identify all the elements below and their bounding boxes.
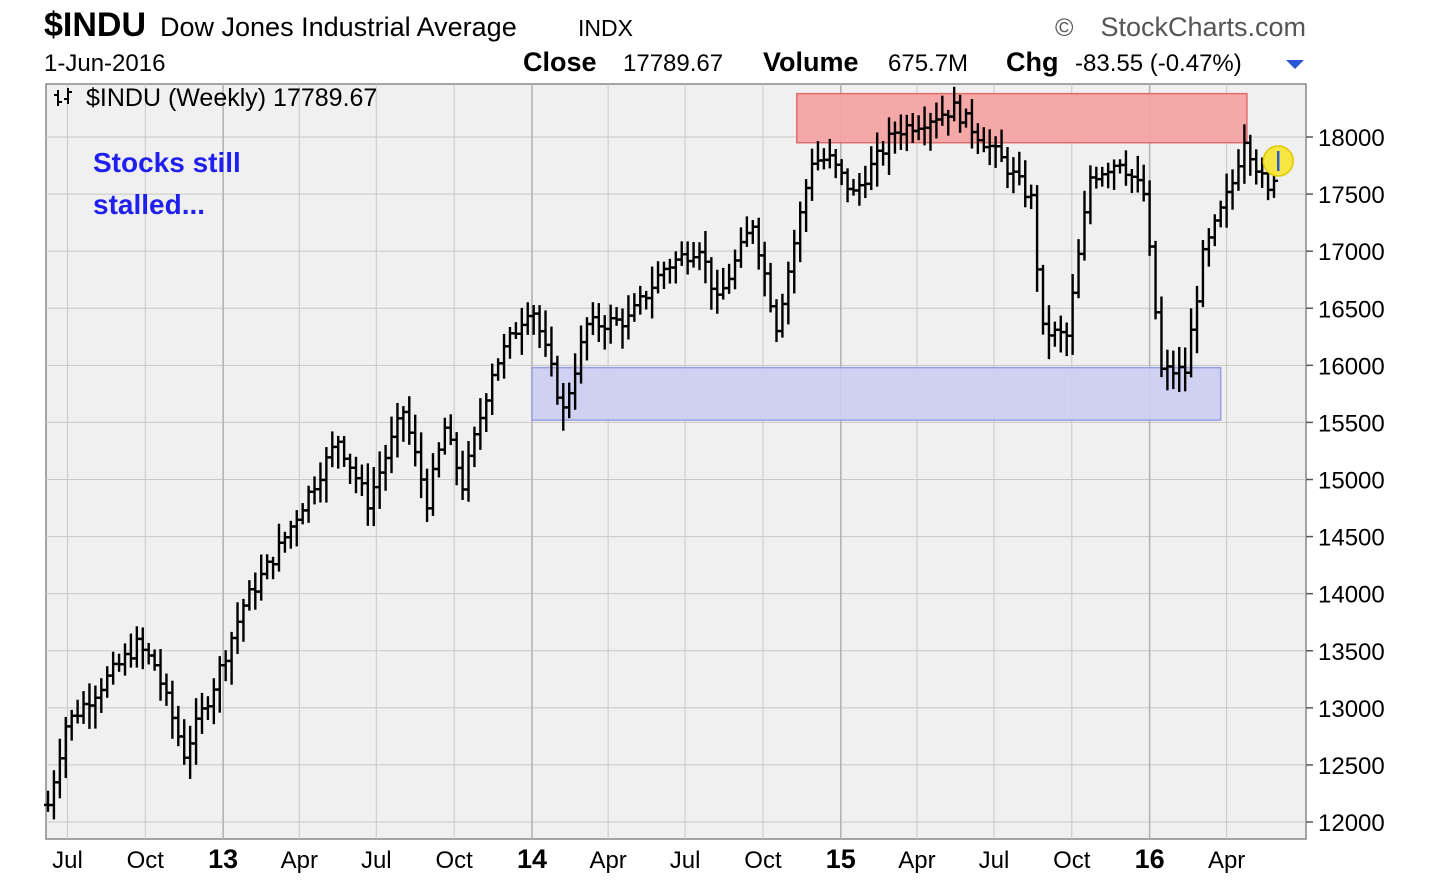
y-tick-label: 15000	[1318, 468, 1385, 495]
volume-value: 675.7M	[888, 50, 968, 77]
close-value: 17789.67	[623, 50, 723, 77]
chart-name: Dow Jones Industrial Average	[160, 12, 517, 42]
x-tick-label: 13	[208, 844, 238, 874]
x-tick-label: Jul	[979, 847, 1010, 874]
x-axis: Jul Oct 13 Apr Jul Oct 14 Apr Jul Oct 15 Apr Jul Oct 1…	[52, 844, 1245, 874]
y-tick-label: 16500	[1318, 296, 1385, 323]
price-bar	[1270, 174, 1279, 198]
x-tick-label: Jul	[361, 847, 392, 874]
y-tick-label: 16000	[1318, 353, 1385, 380]
chg-value: -83.55 (-0.47%)	[1075, 50, 1242, 77]
x-tick-label: Oct	[127, 847, 165, 874]
x-tick-label: 15	[826, 844, 856, 874]
brand-name: StockCharts.com	[1100, 12, 1306, 42]
resistance-zone	[796, 92, 1248, 144]
y-tick-label: 13000	[1318, 696, 1385, 723]
price-bar-icon	[54, 88, 72, 106]
y-tick-label: 12000	[1318, 810, 1385, 837]
brand-symbol: ©	[1055, 14, 1074, 42]
y-tick-label: 12500	[1318, 753, 1385, 780]
annotation-line-2: stalled...	[93, 189, 205, 220]
x-tick-label: Apr	[1208, 847, 1245, 874]
chg-dropdown-icon[interactable]	[1286, 60, 1304, 69]
grid-lines	[46, 84, 1306, 839]
legend: $INDU (Weekly) 17789.67	[54, 84, 377, 112]
y-tick-label: 13500	[1318, 639, 1385, 666]
x-tick-label: Apr	[281, 847, 318, 874]
chart-symbol: $INDU	[44, 6, 146, 44]
chart-exchange: INDX	[578, 15, 633, 41]
y-tick-label: 17500	[1318, 182, 1385, 209]
x-tick-label: Apr	[898, 847, 935, 874]
x-tick-label: Apr	[589, 847, 626, 874]
y-tick-label: 18000	[1318, 125, 1385, 152]
support-zone	[531, 366, 1222, 421]
y-tick-label: 14000	[1318, 582, 1385, 609]
bars-layer	[44, 86, 1294, 820]
y-tick-label: 14500	[1318, 525, 1385, 552]
x-tick-label: 14	[517, 844, 547, 874]
y-axis: 12000 12500 13000 13500 14000 14500 15000 15500…	[1306, 125, 1385, 837]
x-tick-label: Oct	[744, 847, 782, 874]
chart-date: 1-Jun-2016	[44, 50, 165, 77]
x-tick-label: Jul	[52, 847, 83, 874]
y-tick-label: 15500	[1318, 410, 1385, 437]
close-label: Close	[523, 47, 597, 77]
x-tick-label: Oct	[1053, 847, 1091, 874]
x-tick-label: Oct	[435, 847, 473, 874]
x-tick-label: 16	[1135, 844, 1165, 874]
zones-layer	[531, 92, 1248, 421]
volume-label: Volume	[763, 47, 859, 77]
legend-text: $INDU (Weekly) 17789.67	[86, 84, 377, 112]
annotation-line-1: Stocks still	[93, 147, 241, 178]
x-tick-label: Jul	[670, 847, 701, 874]
plot-area	[45, 83, 1307, 840]
y-tick-label: 17000	[1318, 239, 1385, 266]
chg-label: Chg	[1006, 47, 1058, 77]
